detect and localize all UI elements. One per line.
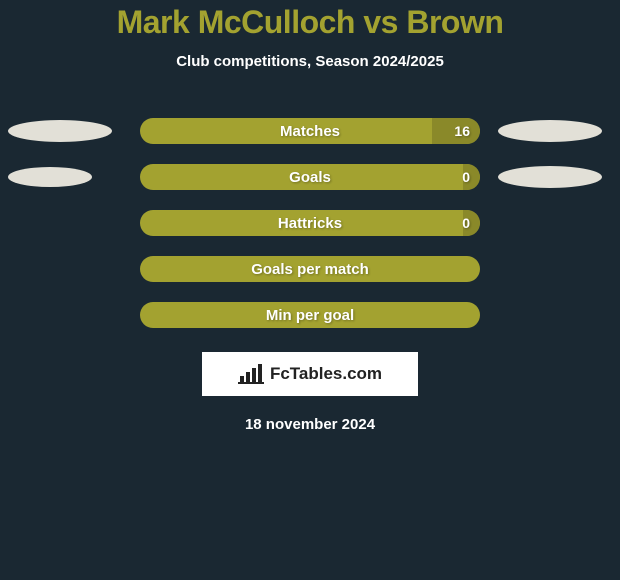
left-silhouette-1	[8, 120, 112, 142]
bar-value-right: 0	[462, 169, 470, 185]
right-silhouette-1	[498, 120, 602, 142]
bar-label: Hattricks	[278, 215, 342, 232]
bar-matches: Matches 16	[140, 118, 480, 144]
subtitle: Club competitions, Season 2024/2025	[176, 53, 444, 70]
bar-label: Goals	[289, 169, 331, 186]
stat-row-matches: Matches 16	[0, 108, 620, 154]
bar-chart-icon	[238, 364, 264, 384]
stat-row-goals-per-match: Goals per match	[0, 246, 620, 292]
bar-value-right: 16	[454, 123, 470, 139]
left-silhouette-2	[8, 167, 92, 187]
stat-row-hattricks: Hattricks 0	[0, 200, 620, 246]
bar-min-per-goal: Min per goal	[140, 302, 480, 328]
bar-label: Goals per match	[251, 261, 369, 278]
stats-area: Matches 16 Goals 0 Hattricks 0 Goals p	[0, 108, 620, 338]
bar-label: Matches	[280, 123, 340, 140]
stat-row-min-per-goal: Min per goal	[0, 292, 620, 338]
logo-box: FcTables.com	[202, 352, 418, 396]
infographic-container: Mark McCulloch vs Brown Club competition…	[0, 0, 620, 433]
logo-text: FcTables.com	[270, 364, 382, 384]
date-text: 18 november 2024	[245, 416, 375, 433]
bar-goals-per-match: Goals per match	[140, 256, 480, 282]
right-silhouette-2	[498, 166, 602, 188]
bar-goals: Goals 0	[140, 164, 480, 190]
bar-hattricks: Hattricks 0	[140, 210, 480, 236]
page-title: Mark McCulloch vs Brown	[117, 4, 504, 41]
bar-value-right: 0	[462, 215, 470, 231]
stat-row-goals: Goals 0	[0, 154, 620, 200]
bar-label: Min per goal	[266, 307, 354, 324]
